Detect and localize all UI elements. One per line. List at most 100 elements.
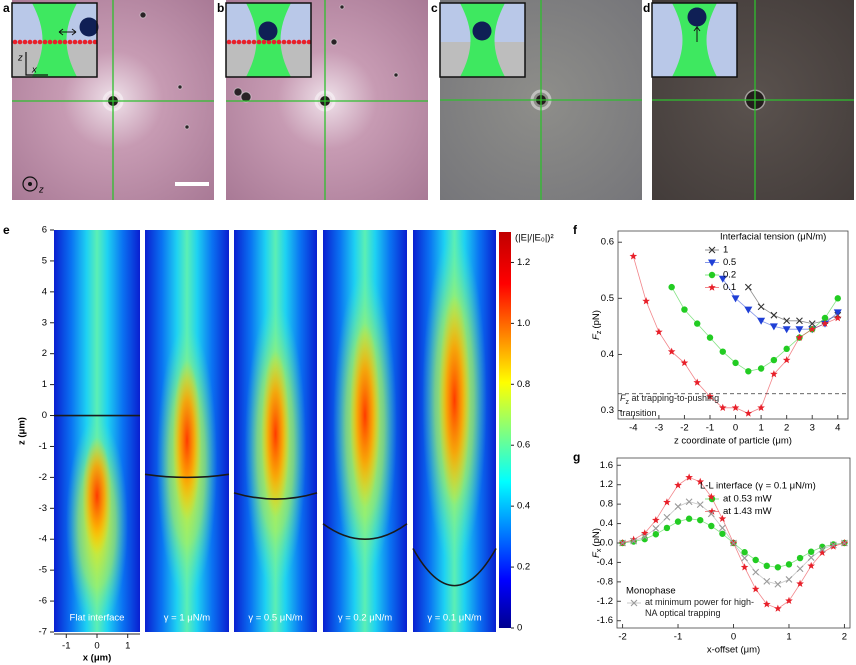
data-point [731,295,740,303]
interface-dot [296,39,302,45]
inset-frame [651,2,738,78]
data-point [829,542,838,550]
interface-dot [27,39,33,45]
x-tick-label: 0 [733,423,738,434]
data-point [744,409,753,417]
data-point [641,533,649,541]
x-tick-label: 1 [125,641,130,652]
data-point [783,317,791,325]
x-tick-label: -2 [680,423,688,434]
interface-dot [306,39,312,45]
x-tick-label: 0 [731,632,736,643]
legend-marker [708,507,716,515]
data-point [629,535,638,543]
data-point [752,556,759,564]
interface-dot [256,39,262,45]
data-point [774,564,782,571]
note-text: at trapping-to-pushing transition [620,393,720,418]
strip-label: γ = 0.2 μN/m [338,613,392,624]
x-axis-label: z coordinate of particle (μm) [674,436,792,447]
data-point [757,317,766,325]
inset-frame [11,2,98,78]
data-point [718,514,727,522]
y-tick-label: 0.8 [600,499,613,510]
data-point [795,333,804,341]
data-point [652,525,660,532]
y-label-unit: (pN) [591,310,602,328]
data-point [731,403,740,412]
interface-dot [251,39,257,45]
data-point [785,576,793,583]
y-tick-label: -0.4 [597,557,613,568]
y-label-symbol: F [591,551,602,558]
field-core [349,322,381,509]
y-tick-label: 2 [42,348,47,359]
data-point [740,563,749,571]
panel-label: a [3,1,10,15]
data-point [667,347,676,355]
interface-dot [281,39,287,45]
interface-dot [22,39,28,45]
data-point [696,477,705,486]
beam [672,3,717,77]
bead [79,17,99,37]
arrow [693,25,701,42]
data-point [706,392,714,400]
data-point [757,365,765,372]
y-tick-label: -1 [39,441,47,452]
data-point [744,283,752,291]
data-point [680,358,689,367]
y-tick-label: -1.6 [597,615,613,626]
interface-curve [412,548,497,587]
field-core [82,437,112,555]
data-point [783,345,790,353]
data-point [668,283,675,291]
legend-title: Interfacial tension (μN/m) [720,232,826,243]
data-point [685,473,693,481]
interface-dot [241,39,247,45]
x-tick-label: 1 [786,632,791,643]
particle [177,84,183,90]
interface-dot [42,39,48,45]
legend-label: 0.2 [723,270,736,281]
data-point [834,295,841,302]
data-point [807,548,815,555]
field-core [438,294,471,506]
data-point [685,498,693,506]
data-point [808,325,817,333]
y-label-subscript: z [596,330,603,334]
legend-label: 0.1 [723,282,736,293]
scale-bar [175,182,209,186]
x-tick-label: 4 [835,423,840,434]
arrow [58,28,77,36]
annotation: Monophase [626,586,676,597]
particle [240,91,252,103]
data-point [718,275,727,283]
data-point [818,545,826,553]
colorbar-tick-label: 0 [517,623,522,634]
x-tick-label: -1 [62,641,70,652]
bead [258,21,278,41]
view-axis [22,176,38,192]
interface-dot [236,39,242,45]
data-point [821,314,829,322]
inset-frame [439,2,526,78]
y-tick-label: 0.4 [600,518,613,529]
interface-dot [12,39,18,45]
panel-label: f [573,223,578,237]
y-tick-label: 0.6 [601,237,614,248]
legend-label: at 0.53 mW [723,494,772,505]
colorbar-tick-label: 0.8 [517,379,530,390]
y-axis-label: Fx (pN) [591,528,603,558]
interface-dot [67,39,73,45]
y-axis-label: Fz (pN) [591,310,603,340]
interface-curve [144,473,230,479]
axis-label: x [31,65,38,76]
y-tick-label: 5 [42,255,47,266]
legend-label: at minimum power for high-NA optical tra… [645,597,755,618]
data-point [751,585,760,593]
interface-dot [62,39,68,45]
interface-dot [37,39,43,45]
data-point [752,568,760,576]
